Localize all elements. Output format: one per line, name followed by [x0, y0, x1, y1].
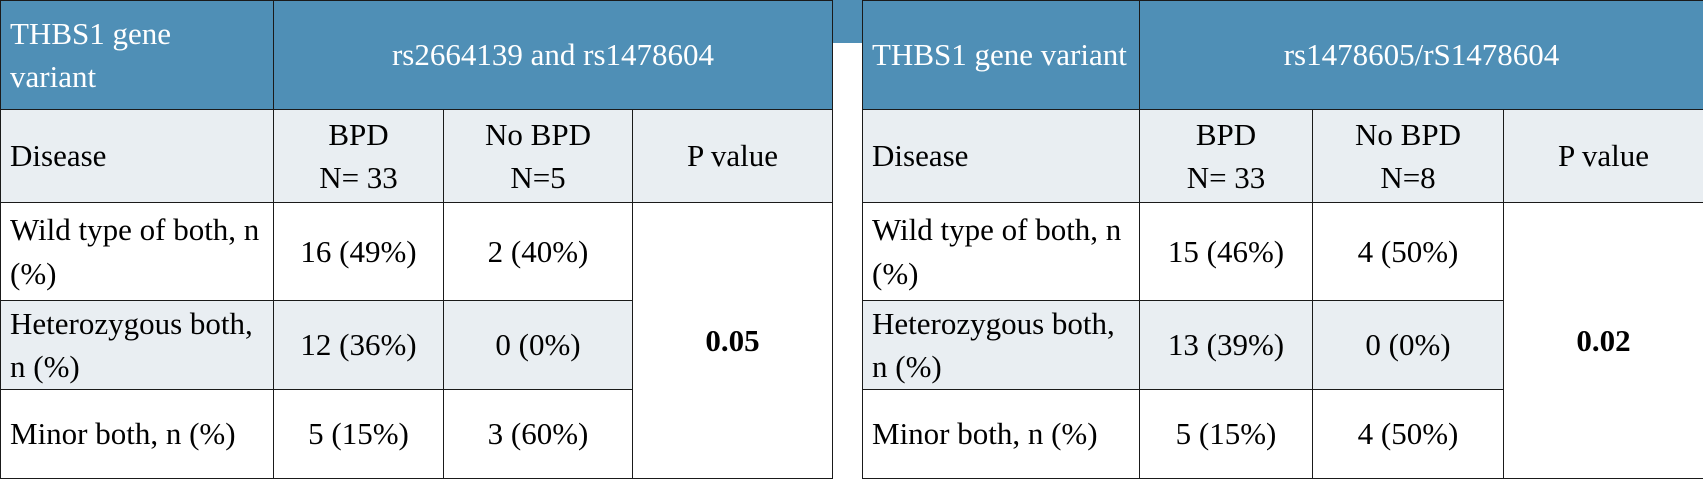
- subheader-cell: P value: [633, 110, 833, 203]
- cell: Heterozygous both, n (%): [1, 301, 274, 390]
- p-value: 0.02: [1504, 203, 1703, 479]
- subheader-cell: No BPD N=8: [1313, 110, 1504, 203]
- cell: 16 (49%): [274, 203, 444, 301]
- data-row: Wild type of both, n (%)15 (46%)4 (50%)0…: [863, 203, 1703, 301]
- cell: 5 (15%): [1140, 390, 1313, 479]
- subheader-cell: Disease: [863, 110, 1140, 203]
- cell: 12 (36%): [274, 301, 444, 390]
- subheader-cell: BPD N= 33: [274, 110, 444, 203]
- cell: 3 (60%): [444, 390, 633, 479]
- subheader-cell: Disease: [1, 110, 274, 203]
- cell: Minor both, n (%): [1, 390, 274, 479]
- header-cell: THBS1 gene variant: [1, 1, 274, 110]
- cell: 2 (40%): [444, 203, 633, 301]
- header-strip: [832, 0, 862, 43]
- subheader-cell: BPD N= 33: [1140, 110, 1313, 203]
- cell: 15 (46%): [1140, 203, 1313, 301]
- cell: Minor both, n (%): [863, 390, 1140, 479]
- subheader-cell: No BPD N=5: [444, 110, 633, 203]
- cell: 0 (0%): [444, 301, 633, 390]
- cell: Wild type of both, n (%): [863, 203, 1140, 301]
- header-cell: THBS1 gene variant: [863, 1, 1140, 110]
- subheader-cell: P value: [1504, 110, 1703, 203]
- cell: Wild type of both, n (%): [1, 203, 274, 301]
- cell: Heterozygous both, n (%): [863, 301, 1140, 390]
- cell: 4 (50%): [1313, 203, 1504, 301]
- data-row: Wild type of both, n (%)16 (49%)2 (40%)0…: [1, 203, 833, 301]
- p-value: 0.05: [633, 203, 833, 479]
- header-cell: rs1478605/rS1478604: [1140, 1, 1703, 110]
- header-cell: rs2664139 and rs1478604: [274, 1, 833, 110]
- cell: 5 (15%): [274, 390, 444, 479]
- cell: 0 (0%): [1313, 301, 1504, 390]
- cell: 4 (50%): [1313, 390, 1504, 479]
- cell: 13 (39%): [1140, 301, 1313, 390]
